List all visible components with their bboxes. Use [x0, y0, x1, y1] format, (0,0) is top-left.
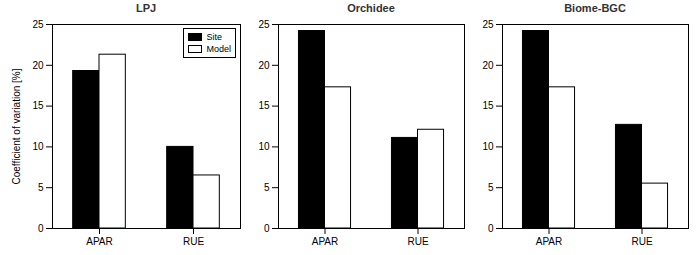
svg-text:APAR: APAR: [312, 236, 339, 247]
svg-text:15: 15: [482, 100, 494, 111]
svg-text:25: 25: [32, 19, 44, 30]
svg-text:RUE: RUE: [631, 236, 652, 247]
svg-text:10: 10: [258, 141, 270, 152]
svg-text:20: 20: [32, 60, 44, 71]
svg-text:RUE: RUE: [407, 236, 428, 247]
svg-text:0: 0: [264, 223, 270, 234]
svg-text:RUE: RUE: [183, 236, 204, 247]
html-text:Site: Site: [206, 32, 222, 42]
svg-text:5: 5: [488, 182, 494, 193]
html-text:Biome-BGC: Biome-BGC: [564, 2, 626, 14]
html-text:Orchidee: Orchidee: [347, 2, 395, 14]
svg-text:APAR: APAR: [86, 236, 113, 247]
svg-text:15: 15: [32, 100, 44, 111]
svg-text:20: 20: [482, 60, 494, 71]
svg-text:APAR: APAR: [536, 236, 563, 247]
svg-text:25: 25: [482, 19, 494, 30]
svg-text:Coefficient of variation [%]: Coefficient of variation [%]: [11, 68, 22, 184]
svg-text:5: 5: [264, 182, 270, 193]
svg-text:25: 25: [258, 19, 270, 30]
html-text:LPJ: LPJ: [135, 2, 157, 14]
svg-text:0: 0: [38, 223, 44, 234]
svg-text:10: 10: [482, 141, 494, 152]
svg-text:20: 20: [258, 60, 270, 71]
svg-text:10: 10: [32, 141, 44, 152]
svg-text:5: 5: [38, 182, 44, 193]
svg-text:15: 15: [258, 100, 270, 111]
svg-text:0: 0: [488, 223, 494, 234]
html-text:Model: Model: [206, 44, 231, 54]
